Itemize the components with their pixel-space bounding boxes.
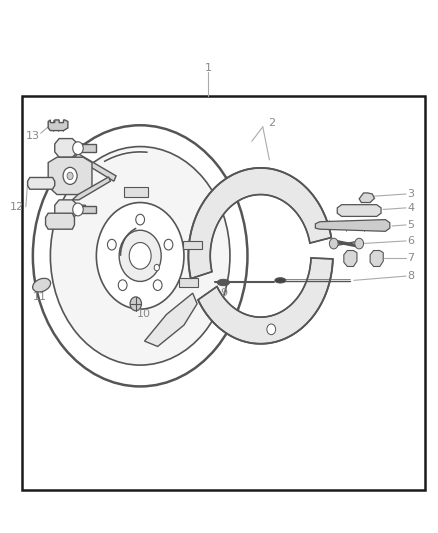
- Circle shape: [267, 324, 276, 335]
- Polygon shape: [337, 205, 381, 216]
- Circle shape: [329, 238, 338, 249]
- Polygon shape: [72, 154, 116, 181]
- Ellipse shape: [32, 278, 51, 292]
- Text: 6: 6: [407, 236, 414, 246]
- Polygon shape: [46, 213, 74, 229]
- Polygon shape: [188, 168, 331, 279]
- Circle shape: [129, 243, 151, 269]
- Polygon shape: [55, 139, 85, 157]
- Circle shape: [119, 230, 161, 281]
- Circle shape: [73, 142, 83, 155]
- Text: 7: 7: [407, 253, 414, 263]
- Polygon shape: [359, 193, 374, 203]
- Polygon shape: [370, 251, 383, 266]
- Polygon shape: [145, 293, 197, 346]
- Text: 12: 12: [10, 202, 24, 212]
- Polygon shape: [198, 258, 333, 344]
- Circle shape: [63, 167, 77, 184]
- Text: 11: 11: [33, 292, 47, 302]
- Polygon shape: [78, 144, 96, 152]
- Text: 4: 4: [407, 203, 414, 213]
- Text: 1: 1: [205, 63, 212, 72]
- Text: 13: 13: [25, 131, 39, 141]
- Circle shape: [96, 203, 184, 309]
- Circle shape: [107, 239, 116, 250]
- Circle shape: [130, 297, 141, 311]
- FancyBboxPatch shape: [179, 278, 198, 287]
- Bar: [22, 96, 425, 490]
- FancyBboxPatch shape: [183, 241, 202, 249]
- Polygon shape: [78, 206, 96, 213]
- Circle shape: [73, 203, 83, 216]
- Polygon shape: [72, 177, 110, 200]
- Circle shape: [118, 280, 127, 290]
- Circle shape: [67, 172, 73, 180]
- Text: 2: 2: [268, 118, 275, 127]
- Circle shape: [154, 264, 159, 271]
- Circle shape: [50, 147, 230, 365]
- FancyBboxPatch shape: [124, 187, 148, 197]
- Polygon shape: [48, 120, 68, 131]
- Polygon shape: [315, 220, 390, 231]
- Text: 3: 3: [407, 189, 414, 199]
- Text: 10: 10: [137, 310, 151, 319]
- Circle shape: [153, 280, 162, 290]
- Polygon shape: [55, 200, 85, 219]
- Circle shape: [136, 214, 145, 225]
- Ellipse shape: [275, 278, 286, 283]
- Text: 8: 8: [407, 271, 414, 281]
- Text: 9: 9: [220, 288, 227, 298]
- Polygon shape: [28, 177, 55, 189]
- Polygon shape: [48, 157, 92, 195]
- Polygon shape: [344, 251, 357, 266]
- Ellipse shape: [217, 279, 230, 286]
- Circle shape: [355, 238, 364, 249]
- Circle shape: [33, 125, 247, 386]
- Circle shape: [164, 239, 173, 250]
- Text: 5: 5: [407, 220, 414, 230]
